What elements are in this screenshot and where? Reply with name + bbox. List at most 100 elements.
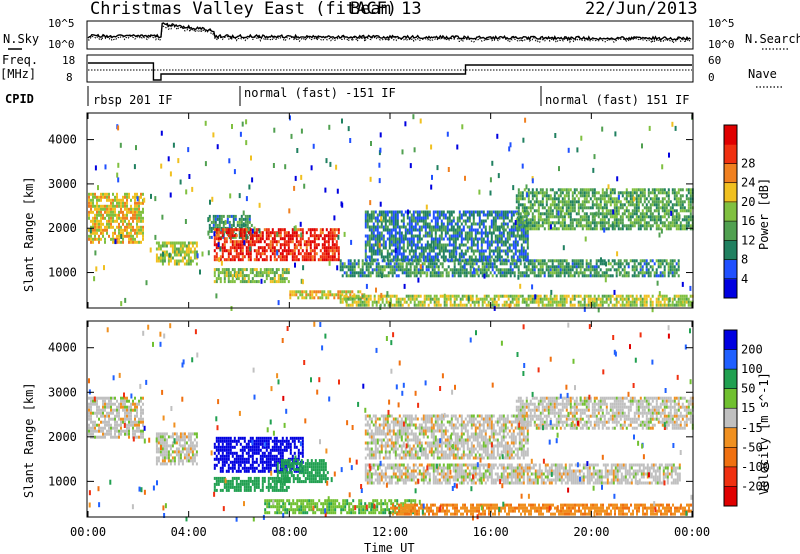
data-cell [140,210,142,214]
data-cell [323,234,326,238]
data-cell [214,217,217,221]
data-cell [647,194,650,198]
data-cell [359,274,362,278]
data-cell [512,246,515,250]
data-cell [361,259,364,263]
data-cell [689,218,692,222]
data-cell [463,262,466,266]
data-cell [498,225,501,229]
data-cell [565,297,568,301]
data-cell [673,221,676,225]
data-cell [110,396,112,400]
data-cell [142,225,144,229]
data-cell [112,207,114,211]
data-cell [567,294,570,298]
data-cell [563,259,566,263]
data-cell [557,188,560,192]
data-cell [665,297,668,301]
data-cell [114,231,116,235]
data-cell [531,265,534,269]
data-cell [502,258,505,262]
data-cell [366,240,369,244]
data-cell [368,243,371,247]
data-cell [575,194,578,198]
data-cell [173,247,176,251]
data-cell [531,215,534,219]
data-cell [104,210,106,214]
data-cell [376,249,379,253]
noise-point [260,278,263,284]
data-cell [621,274,624,278]
data-cell [470,255,473,259]
data-cell [245,240,248,244]
data-cell [469,265,472,269]
data-cell [283,243,286,247]
data-cell [641,300,644,304]
data-cell [96,195,98,199]
data-cell [422,246,425,250]
data-cell [311,228,314,232]
data-cell [384,243,387,247]
data-cell [527,227,530,231]
data-cell [325,252,328,256]
data-cell [104,399,106,403]
y-tick-label: 1000 [48,266,77,280]
data-cell [681,206,684,210]
data-cell [524,255,527,259]
data-cell [587,227,590,231]
data-cell [551,221,554,225]
data-cell [126,429,128,433]
data-cell [501,303,504,307]
data-cell [581,262,584,266]
data-cell [461,259,464,263]
data-cell [565,271,568,275]
data-cell [251,234,254,238]
data-cell [655,221,658,225]
data-cell [434,231,437,235]
noise-point [584,236,587,242]
data-cell [490,237,493,241]
data-cell [490,255,493,259]
data-cell [459,300,462,304]
data-cell [408,210,411,214]
data-cell [265,258,268,262]
data-cell [565,224,568,228]
data-cell [675,209,678,213]
data-cell [410,255,413,259]
data-cell [134,210,136,214]
data-cell [380,237,383,241]
data-cell [589,206,592,210]
data-cell [323,249,326,253]
data-cell [414,258,417,262]
noise-point [614,131,617,137]
data-cell [247,252,250,256]
data-cell [285,268,288,272]
data-cell [374,225,377,229]
data-cell [623,297,626,301]
data-cell [485,265,488,269]
data-cell [134,198,136,202]
data-cell [372,258,375,262]
data-cell [665,294,668,298]
data-cell [374,228,377,232]
data-cell [98,195,100,199]
data-cell [118,213,120,217]
data-cell [126,417,128,421]
data-cell [531,259,534,263]
data-cell [480,249,483,253]
data-cell [603,262,606,266]
noise-point [549,224,552,230]
data-cell [183,256,186,260]
data-cell [561,218,564,222]
data-cell [545,194,548,198]
data-cell [265,231,268,235]
data-cell [126,204,128,208]
data-cell [545,294,548,298]
data-cell [90,237,92,241]
data-cell [653,194,656,198]
data-cell [98,396,100,400]
data-cell [553,297,556,301]
data-cell [293,243,296,247]
data-cell [488,210,491,214]
data-cell [607,262,610,266]
